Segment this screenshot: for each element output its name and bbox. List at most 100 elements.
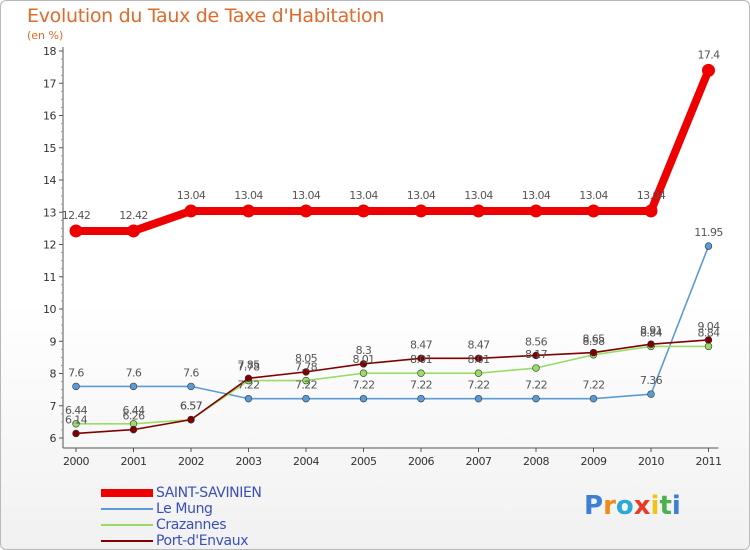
data-point-saint-savinien	[69, 224, 83, 238]
data-label-le-mung: 7.22	[295, 379, 317, 392]
logo-letter: P	[584, 491, 604, 521]
data-label-crazannes: 7.78	[295, 361, 318, 374]
series-line-port-d-envaux	[75, 339, 710, 435]
data-point-crazannes	[532, 364, 540, 372]
data-label-saint-savinien: 13.04	[637, 189, 666, 202]
data-label-port-d-envaux: 8.65	[582, 333, 605, 346]
data-label-le-mung: 7.22	[582, 379, 604, 392]
data-point-le-mung	[417, 394, 425, 403]
data-point-crazannes	[417, 369, 425, 377]
data-label-port-d-envaux: 6.57	[180, 400, 203, 413]
data-label-le-mung: 7.6	[68, 366, 84, 379]
data-label-le-mung: 7.22	[352, 379, 374, 392]
legend-label: SAINT-SAVINIEN	[156, 485, 262, 501]
y-tick-label: 8	[50, 368, 57, 381]
data-label-crazannes: 8.01	[410, 353, 432, 366]
logo-letter: o	[615, 491, 634, 521]
data-point-port-d-envaux	[474, 354, 483, 363]
data-label-crazannes: 8.17	[525, 348, 548, 361]
data-point-le-mung	[704, 242, 713, 250]
legend-label: Crazannes	[156, 517, 227, 533]
data-label-saint-savinien: 13.04	[579, 189, 608, 202]
data-point-port-d-envaux	[359, 360, 368, 368]
data-label-port-d-envaux: 8.3	[356, 344, 372, 357]
data-point-saint-savinien	[644, 204, 658, 218]
data-point-port-d-envaux	[129, 425, 138, 434]
data-point-le-mung	[474, 394, 483, 403]
legend: SAINT-SAVINIEN Le Mung Crazannes Port-d'Env…	[101, 485, 331, 549]
chart-subtitle: (en %)	[27, 29, 64, 42]
proxiti-logo: Proxiti	[584, 491, 681, 521]
logo-letter: i	[650, 491, 660, 521]
data-label-port-d-envaux: 9.04	[697, 320, 720, 333]
data-point-le-mung	[244, 394, 253, 403]
chart-title: Evolution du Taux de Taxe d'Habitation	[27, 5, 385, 27]
data-point-le-mung	[187, 382, 195, 391]
data-label-port-d-envaux: 7.85	[237, 358, 260, 371]
legend-item-saint-savinien: SAINT-SAVINIEN	[101, 485, 331, 501]
data-label-saint-savinien: 13.04	[522, 189, 551, 202]
data-label-port-d-envaux: 6.14	[65, 413, 88, 426]
x-tick-label: 2008	[523, 455, 549, 468]
data-point-saint-savinien	[702, 63, 715, 77]
x-tick-label: 2009	[581, 455, 607, 468]
data-label-port-d-envaux: 8.05	[295, 352, 318, 365]
y-tick-label: 6	[50, 432, 57, 445]
data-label-crazannes: 7.78	[237, 361, 260, 374]
x-tick-label: 2000	[63, 455, 89, 468]
data-point-port-d-envaux	[417, 354, 425, 363]
legend-swatch	[101, 524, 153, 526]
data-point-port-d-envaux	[704, 336, 713, 344]
data-point-le-mung	[302, 394, 310, 403]
data-point-le-mung	[589, 394, 598, 403]
data-point-saint-savinien	[299, 204, 313, 218]
y-tick-label: 15	[43, 142, 56, 155]
x-tick-label: 2007	[466, 455, 492, 468]
data-point-le-mung	[72, 382, 80, 391]
data-label-saint-savinien: 13.04	[177, 189, 206, 202]
data-label-le-mung: 7.6	[183, 366, 199, 379]
data-label-crazannes: 6.44	[122, 404, 145, 417]
y-tick-label: 16	[43, 110, 56, 123]
data-point-le-mung	[129, 382, 138, 391]
data-point-saint-savinien	[587, 204, 600, 218]
x-tick-label: 2004	[293, 455, 319, 468]
x-tick-label: 2005	[351, 455, 377, 468]
data-point-saint-savinien	[357, 204, 370, 218]
data-label-le-mung: 11.95	[694, 226, 723, 239]
data-label-saint-savinien: 13.04	[349, 189, 378, 202]
y-tick-label: 17	[43, 77, 56, 90]
data-label-saint-savinien: 13.04	[407, 189, 436, 202]
data-label-le-mung: 7.22	[525, 379, 547, 392]
data-label-le-mung: 7.22	[467, 379, 489, 392]
y-tick-label: 9	[50, 335, 57, 348]
data-label-crazannes: 8.01	[352, 353, 374, 366]
legend-swatch	[101, 508, 153, 510]
x-tick-label: 2002	[178, 455, 204, 468]
data-point-crazannes	[704, 342, 713, 351]
data-label-port-d-envaux: 8.47	[467, 338, 490, 351]
data-point-crazannes	[302, 376, 310, 385]
logo-letter: i	[671, 491, 681, 521]
logo-letter: t	[659, 491, 672, 521]
data-point-crazannes	[359, 369, 368, 377]
x-tick-label: 2003	[236, 455, 262, 468]
data-label-saint-savinien: 17.4	[697, 48, 720, 61]
data-point-le-mung	[647, 390, 655, 398]
data-label-saint-savinien: 13.04	[464, 189, 493, 202]
data-label-le-mung: 7.22	[410, 379, 432, 392]
x-tick-label: 2011	[696, 455, 722, 468]
y-tick-label: 11	[43, 271, 56, 284]
data-point-port-d-envaux	[302, 368, 310, 376]
y-tick-label: 12	[43, 239, 56, 252]
data-label-le-mung: 7.6	[126, 366, 142, 379]
data-point-crazannes	[72, 420, 80, 428]
data-label-saint-savinien: 13.04	[234, 189, 263, 202]
y-tick-label: 10	[43, 303, 56, 316]
data-label-saint-savinien: 13.04	[292, 189, 321, 202]
series-line-crazannes	[75, 345, 710, 425]
data-label-port-d-envaux: 6.26	[122, 410, 145, 423]
data-label-port-d-envaux: 8.91	[640, 324, 662, 337]
